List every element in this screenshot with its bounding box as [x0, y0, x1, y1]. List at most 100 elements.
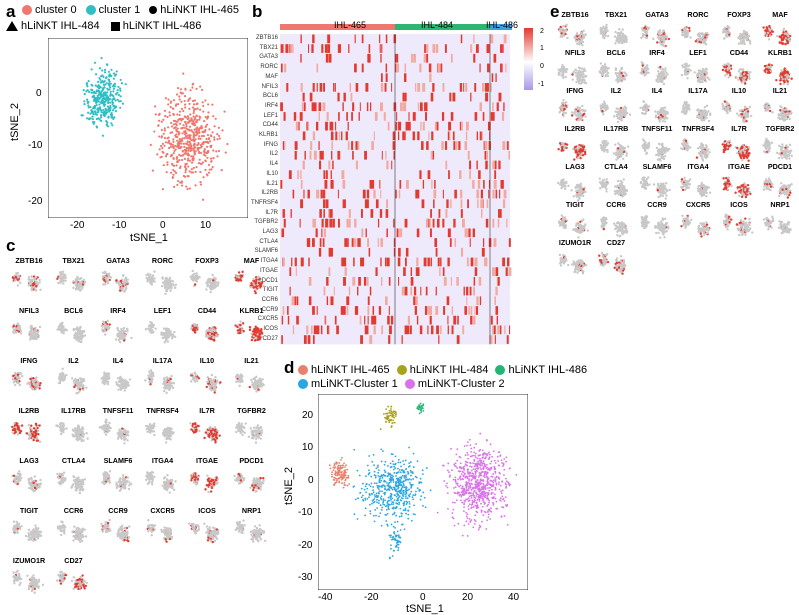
a-ytick-2: -20: [28, 196, 43, 207]
c-mini-plot: [55, 570, 88, 591]
b-cell: [481, 199, 484, 209]
b-cell: [472, 228, 475, 238]
b-cell: [297, 170, 299, 179]
b-cell: [338, 131, 341, 141]
b-cell: [487, 121, 491, 131]
c-gene-label: MAF: [243, 256, 260, 265]
c-mini-plot: [233, 320, 264, 342]
b-cell: [283, 112, 286, 121]
b-cell: [351, 141, 353, 150]
b-cell: [324, 315, 326, 325]
e-mini-plot: [721, 100, 753, 124]
b-cell: [354, 63, 357, 73]
e-gene-label: IL21: [772, 86, 788, 95]
c-mini-plot: [100, 319, 133, 344]
b-cell: [333, 286, 335, 296]
c-mini-plot: [188, 522, 220, 544]
b-scale-m1: -1: [538, 81, 545, 88]
b-cell: [379, 34, 381, 44]
b-cell: [365, 228, 367, 238]
b-cell: [447, 131, 450, 141]
b-cell: [322, 102, 326, 112]
b-cell: [422, 83, 426, 92]
b-cell: [366, 277, 369, 286]
b-cell: [485, 218, 489, 228]
b-cell: [368, 44, 371, 53]
b-cell: [364, 150, 367, 160]
b-cell: [385, 150, 387, 160]
b-cell: [400, 102, 403, 112]
b-cell: [282, 209, 285, 218]
b-cell: [348, 44, 350, 53]
b-cell: [473, 53, 476, 63]
b-cell: [386, 160, 389, 170]
c-gene-label: PDCD1: [239, 456, 264, 465]
b-cell: [421, 141, 424, 150]
b-cell: [357, 141, 360, 150]
b-cell: [474, 112, 478, 121]
b-cell: [425, 286, 428, 296]
b-cell: [425, 306, 427, 315]
b-cell: [353, 257, 355, 267]
b-cell: [467, 150, 470, 160]
c-gene-label: KLRB1: [239, 306, 264, 315]
b-cell: [355, 160, 358, 170]
b-scale-0: 0: [540, 63, 544, 70]
b-cell: [299, 218, 301, 228]
e-gene-label: KLRB1: [768, 48, 792, 57]
b-cell: [306, 238, 310, 247]
b-cell: [310, 325, 313, 335]
b-cell: [369, 335, 373, 344]
b-cell: [287, 315, 290, 325]
b-cell: [450, 277, 452, 286]
b-gene-label: CCR9: [261, 306, 278, 313]
b-cell: [342, 306, 346, 315]
b-gene-label: TNFRSF4: [251, 199, 278, 206]
b-cell: [435, 306, 439, 315]
b-cell: [441, 112, 445, 121]
b-cell: [414, 306, 417, 315]
c-gene-label: TNFRSF4: [146, 406, 179, 415]
b-cell: [292, 325, 295, 335]
b-cell: [335, 131, 338, 141]
b-cell: [493, 238, 497, 247]
panel-a-letter: a: [6, 2, 16, 21]
b-cell: [498, 160, 501, 170]
b-cell: [364, 315, 366, 325]
b-cell: [320, 189, 323, 199]
b-cell: [429, 73, 432, 82]
b-cell: [402, 92, 405, 102]
b-cell: [344, 238, 348, 247]
b-cell: [388, 277, 391, 286]
c-mini-plot: [189, 269, 220, 294]
b-cell: [487, 63, 490, 73]
b-cell: [402, 102, 406, 112]
b-cell: [307, 189, 310, 199]
b-cell: [500, 63, 502, 73]
b-gene-label: GATA3: [259, 54, 278, 61]
b-cell: [450, 199, 452, 209]
c-gene-label: FOXP3: [195, 256, 219, 265]
b-colorbar: [524, 28, 533, 90]
b-cell: [506, 218, 508, 228]
b-cell: [406, 325, 410, 335]
b-gene-label: NFIL3: [261, 83, 278, 90]
b-cell: [380, 83, 384, 92]
b-cell: [442, 218, 445, 228]
b-cell: [468, 228, 471, 238]
b-cell: [280, 180, 283, 189]
e-gene-label: TGFBR2: [765, 124, 795, 133]
d-ihl465-label: hLiNKT IHL-465: [311, 364, 390, 377]
b-cell: [482, 238, 485, 247]
b-cell: [416, 315, 419, 325]
b-cell: [488, 180, 491, 189]
c-gene-label: RORC: [151, 256, 174, 265]
b-cell: [458, 141, 461, 150]
b-cell: [495, 73, 497, 82]
b-cell: [375, 267, 378, 276]
b-cell: [422, 180, 425, 189]
b-cell: [498, 92, 502, 102]
b-cell: [448, 121, 452, 131]
b-cell: [465, 83, 468, 92]
b-cell: [380, 189, 382, 199]
